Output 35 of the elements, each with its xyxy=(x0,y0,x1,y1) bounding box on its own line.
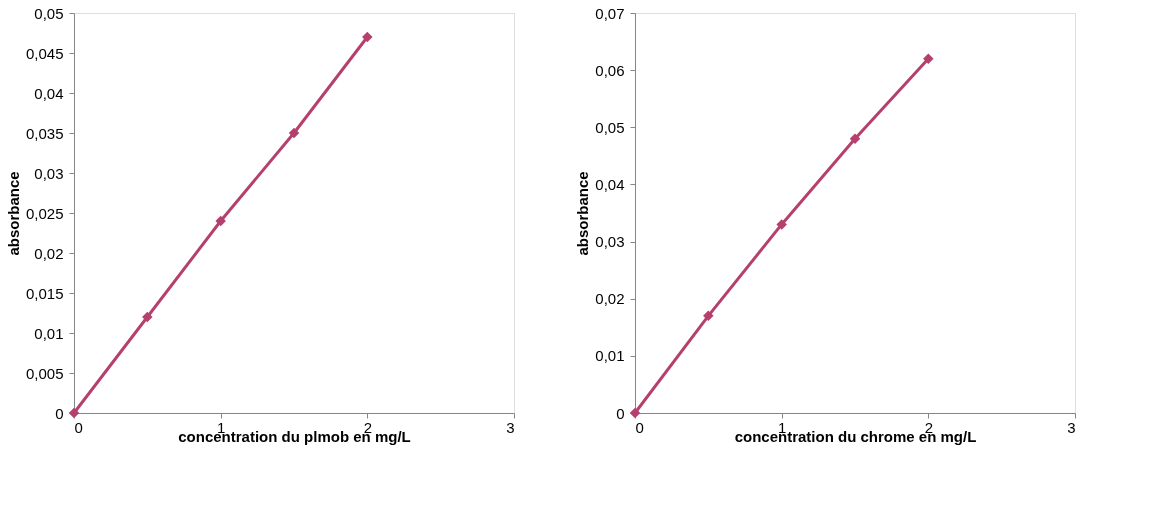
y-tick-label: 0,03 xyxy=(595,233,625,251)
x-tick-label: 3 xyxy=(1067,418,1076,436)
y-tick-label: 0,04 xyxy=(595,175,625,193)
x-tick-label: 0 xyxy=(635,418,644,436)
point xyxy=(776,219,787,230)
y-tick-label: 0,05 xyxy=(34,4,64,22)
y-tick-label: 0,025 xyxy=(25,204,64,222)
x-tick-label: 0 xyxy=(74,418,83,436)
y-tick-label: 0,06 xyxy=(595,61,625,79)
point xyxy=(215,215,226,227)
y-tick-label: 0,035 xyxy=(25,124,64,142)
y-tick-label: 0,045 xyxy=(25,44,64,62)
point xyxy=(288,127,300,139)
y-tick-label: 0,015 xyxy=(25,284,64,302)
point xyxy=(142,311,153,323)
y-tick-label: 0,07 xyxy=(595,4,625,22)
y-tick-label: 0,02 xyxy=(34,244,64,262)
point xyxy=(362,31,373,43)
point xyxy=(703,310,714,322)
y-tick-label: 0,01 xyxy=(595,347,625,365)
x-tick-label: 3 xyxy=(506,418,515,436)
y-axis-title: absorbance xyxy=(574,171,592,256)
point xyxy=(923,53,934,64)
point xyxy=(629,407,641,419)
y-tick-label: 0,03 xyxy=(34,164,64,182)
y-tick-label: 0,04 xyxy=(34,84,64,102)
y-tick-label: 0 xyxy=(616,404,625,422)
point xyxy=(849,133,861,144)
y-tick-label: 0 xyxy=(55,404,64,422)
point xyxy=(68,407,80,419)
y-tick-label: 0,005 xyxy=(25,364,64,382)
y-tick-label: 0,05 xyxy=(595,118,625,136)
y-tick-label: 0,02 xyxy=(595,290,625,308)
y-tick-label: 0,01 xyxy=(34,324,64,342)
y-axis-title: absorbance xyxy=(4,171,22,256)
